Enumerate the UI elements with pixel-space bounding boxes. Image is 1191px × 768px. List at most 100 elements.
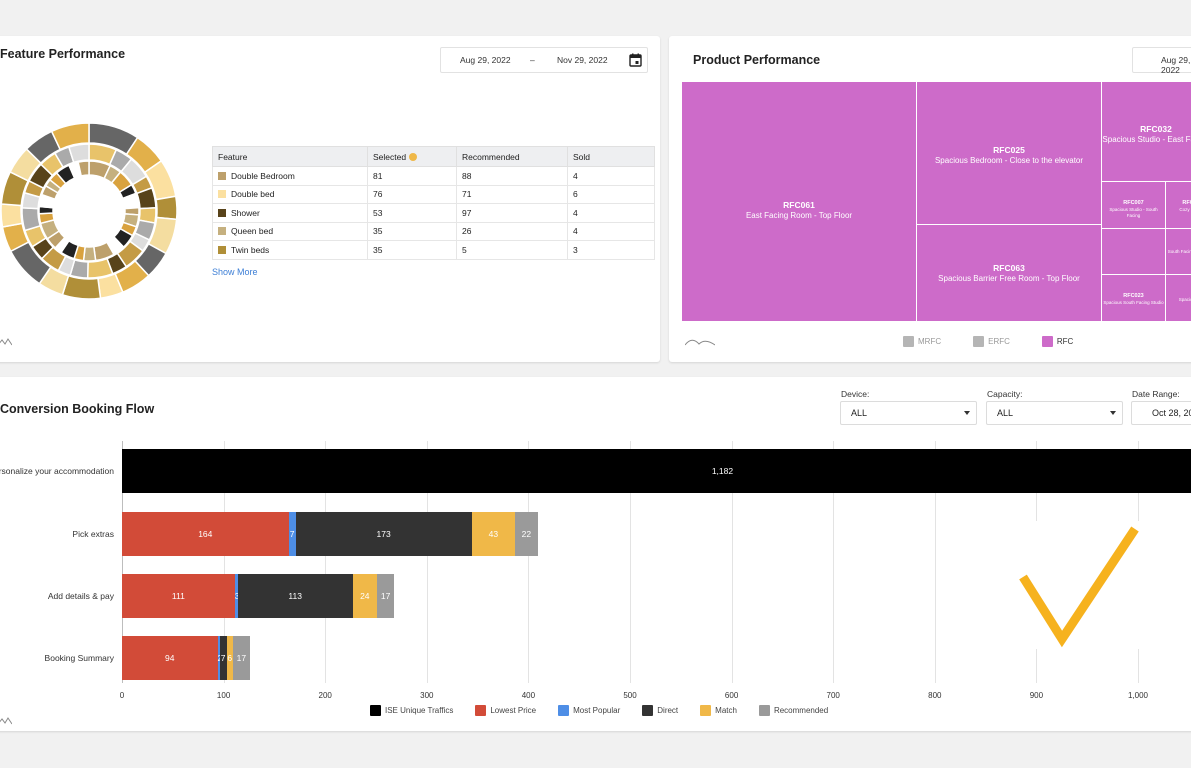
treemap-cell[interactable]: RFC023 Spacious South Facing Studio bbox=[1101, 274, 1166, 322]
x-gridline bbox=[630, 441, 631, 683]
cell-recommended: 26 bbox=[456, 221, 568, 241]
treemap-cell[interactable]: RFC007 Spacious Studio - South Facing bbox=[1101, 181, 1166, 229]
sunburst-segment[interactable] bbox=[67, 143, 90, 164]
calendar-icon[interactable] bbox=[629, 53, 642, 67]
bar-segment[interactable] bbox=[471, 512, 516, 556]
bar-segment[interactable] bbox=[122, 636, 218, 680]
treemap-cell[interactable]: RFC061 East Facing Room - Top Floor bbox=[681, 81, 917, 322]
device-select[interactable]: ALL bbox=[840, 401, 977, 425]
date-end: Nov 29, 2022 bbox=[557, 55, 608, 65]
feature-swatch bbox=[218, 227, 226, 236]
sunburst-segment[interactable] bbox=[21, 207, 42, 232]
table-row[interactable]: Double Bedroom 81 88 4 bbox=[212, 166, 655, 186]
col-feature[interactable]: Feature bbox=[212, 146, 368, 167]
legend-item[interactable]: Direct bbox=[642, 705, 678, 716]
legend-swatch bbox=[758, 705, 770, 716]
cell-recommended: 97 bbox=[456, 203, 568, 223]
legend-swatch bbox=[973, 336, 985, 347]
bar-segment[interactable] bbox=[237, 574, 353, 618]
bar-segment[interactable] bbox=[122, 512, 289, 556]
feature-name: Double bed bbox=[231, 189, 275, 200]
legend-item[interactable]: ERFC bbox=[973, 336, 1010, 347]
sunburst-segment[interactable] bbox=[77, 160, 90, 177]
sunburst-segment[interactable] bbox=[0, 203, 24, 228]
bar-segment[interactable] bbox=[226, 636, 233, 680]
date-range-select[interactable]: Oct 28, 20 bbox=[1131, 401, 1191, 425]
feature-date-range[interactable]: Aug 29, 2022 – Nov 29, 2022 bbox=[440, 47, 648, 73]
x-tick-label: 0 bbox=[119, 691, 125, 700]
capacity-label: Capacity: bbox=[987, 389, 1023, 399]
x-gridline bbox=[426, 441, 428, 683]
treemap-cell-desc: East Facing Room - Top Floor bbox=[745, 211, 853, 220]
bar-data-label: 94 bbox=[165, 653, 175, 663]
product-legend: MRFC ERFC RFC bbox=[903, 336, 1105, 347]
cell-sold: 4 bbox=[567, 166, 655, 186]
bar-segment[interactable] bbox=[515, 512, 538, 556]
legend-item[interactable]: Match bbox=[700, 705, 737, 716]
bar-segment[interactable] bbox=[234, 574, 238, 618]
bar-segment[interactable] bbox=[122, 449, 1191, 493]
feature-sunburst-chart[interactable] bbox=[0, 116, 184, 306]
treemap-cell[interactable]: RFCCozy Do bbox=[1165, 181, 1191, 229]
capacity-select[interactable]: ALL bbox=[986, 401, 1123, 425]
col-sold[interactable]: Sold bbox=[567, 146, 655, 167]
legend-label: ISE Unique Traffics bbox=[385, 706, 454, 715]
col-selected[interactable]: Selected bbox=[367, 146, 457, 167]
bar-data-label: 164 bbox=[198, 529, 213, 539]
treemap-cell[interactable]: RFC063 Spacious Barrier Free Room - Top F… bbox=[916, 224, 1102, 322]
x-gridline bbox=[731, 441, 733, 683]
legend-item[interactable]: ISE Unique Traffics bbox=[370, 705, 453, 716]
treemap-cell[interactable] bbox=[1101, 228, 1166, 275]
table-header-row: Feature Selected Recommended Sold bbox=[212, 146, 655, 167]
chevron-down-icon bbox=[1110, 411, 1116, 415]
treemap-cell-desc: Cozy Do bbox=[1179, 207, 1191, 212]
treemap-cell[interactable]: Spacious bbox=[1165, 274, 1191, 322]
legend-item[interactable]: RFC bbox=[1041, 336, 1073, 347]
treemap-cell-desc: Spacious bbox=[1178, 297, 1191, 302]
legend-item[interactable]: Lowest Price bbox=[475, 705, 536, 716]
treemap-cell-desc: Spacious Barrier Free Room - Top Floor bbox=[938, 274, 1080, 283]
bar-segment[interactable] bbox=[219, 636, 227, 680]
sunburst-segment[interactable] bbox=[155, 195, 178, 221]
treemap-cell-desc: Spacious Studio - East Facing bbox=[1102, 135, 1191, 144]
x-tick-label: 700 bbox=[826, 691, 840, 700]
bar-data-label: 17 bbox=[380, 591, 391, 601]
show-more-link[interactable]: Show More bbox=[212, 267, 258, 277]
date-start: Aug 29, 2022 bbox=[460, 55, 511, 65]
feature-name: Double Bedroom bbox=[231, 170, 295, 181]
table-row[interactable]: Double bed 76 71 6 bbox=[212, 184, 655, 204]
bar-segment[interactable] bbox=[352, 574, 377, 618]
treemap-cell-code: RFC063 bbox=[993, 263, 1025, 273]
legend-label: Most Popular bbox=[573, 706, 621, 715]
legend-item[interactable]: Most Popular bbox=[558, 705, 620, 716]
x-tick-label: 100 bbox=[216, 691, 231, 700]
sunburst-segment[interactable] bbox=[50, 122, 90, 151]
product-performance-card: Product Performance Aug 29, 2022 RFC061 E… bbox=[669, 36, 1191, 362]
product-date-range[interactable]: Aug 29, 2022 bbox=[1132, 47, 1191, 75]
feature-name: Shower bbox=[231, 207, 260, 218]
brand-wave-icon bbox=[0, 338, 12, 346]
legend-label: MRFC bbox=[918, 337, 942, 346]
bar-segment[interactable] bbox=[217, 636, 220, 680]
col-recommended[interactable]: Recommended bbox=[456, 146, 568, 167]
cell-feature: Double bed bbox=[212, 184, 368, 204]
bar-segment[interactable] bbox=[232, 636, 250, 680]
legend-label: ERFC bbox=[988, 337, 1010, 346]
bar-segment[interactable] bbox=[122, 574, 235, 618]
bar-segment[interactable] bbox=[295, 512, 472, 556]
legend-item[interactable]: Recommended bbox=[758, 705, 828, 716]
brand-wave-icon bbox=[685, 339, 715, 346]
treemap-cell[interactable]: RFC025 Spacious Bedroom - Close to the el… bbox=[916, 81, 1102, 225]
feature-performance-title: Feature Performance bbox=[0, 47, 126, 61]
treemap-cell[interactable]: South Facing Studio bbox=[1165, 228, 1191, 275]
table-row[interactable]: Shower 53 97 4 bbox=[212, 203, 655, 223]
bar-segment[interactable] bbox=[377, 574, 395, 618]
table-row[interactable]: Queen bed 35 26 4 bbox=[212, 221, 655, 241]
bar-data-label: 111 bbox=[171, 591, 185, 601]
product-date-start: Aug 29, 2022 bbox=[1161, 55, 1191, 75]
legend-swatch bbox=[475, 705, 487, 716]
legend-item[interactable]: MRFC bbox=[903, 336, 941, 347]
bar-segment[interactable] bbox=[288, 512, 296, 556]
table-row[interactable]: Twin beds 35 5 3 bbox=[212, 240, 655, 260]
